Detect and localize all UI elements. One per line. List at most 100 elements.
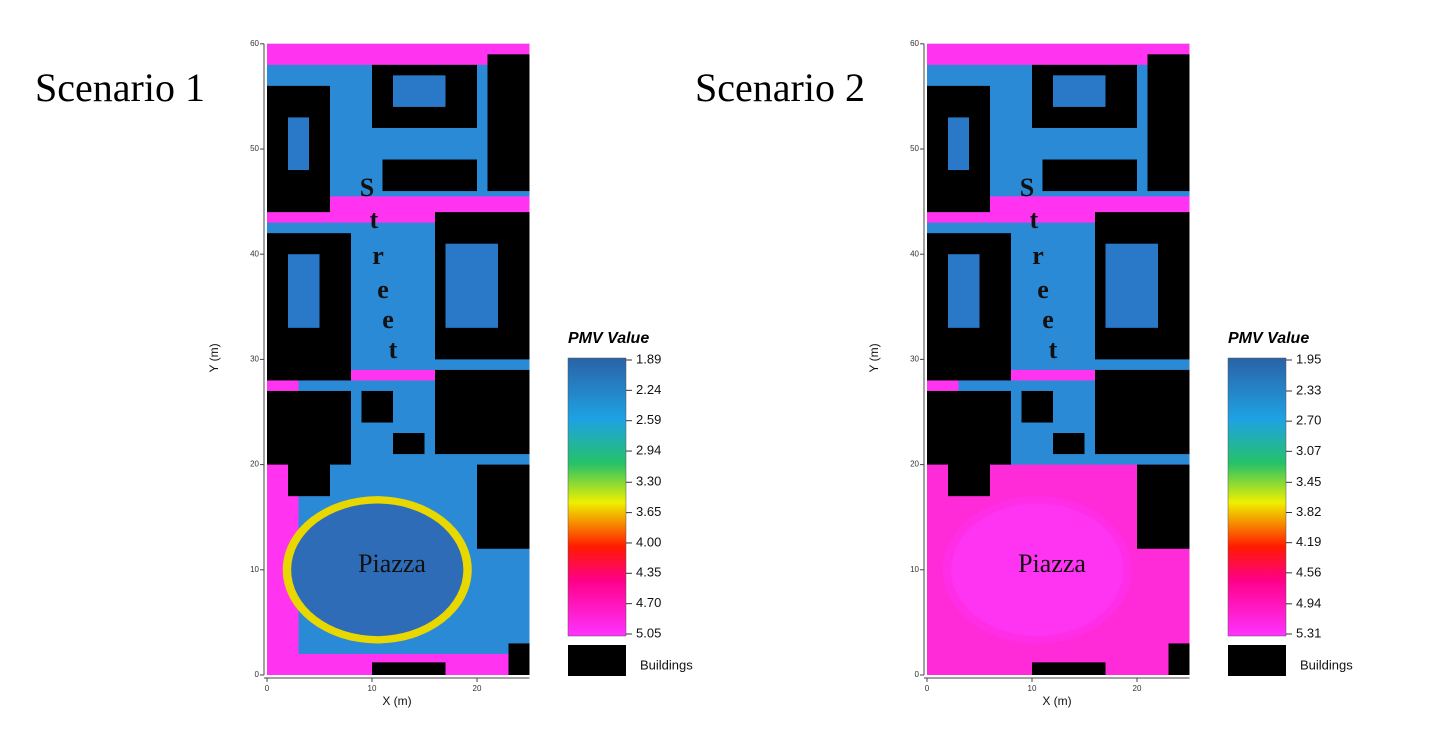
- legend-tick-label: 5.05: [636, 625, 661, 640]
- buildings-label: Buildings: [640, 657, 693, 672]
- building: [267, 390, 351, 465]
- y-tick-label: 20: [250, 460, 259, 469]
- building: [1137, 464, 1190, 549]
- street-letter: t: [1049, 335, 1058, 364]
- piazza-area: [291, 503, 464, 637]
- courtyard: [393, 75, 446, 107]
- street-letter: e: [1037, 275, 1049, 304]
- legend-tick-label: 2.59: [636, 412, 661, 427]
- piazza-label: Piazza: [1018, 549, 1086, 578]
- y-tick-label: 40: [250, 249, 259, 258]
- y-tick-label: 10: [910, 565, 919, 574]
- y-tick-label: 40: [910, 249, 919, 258]
- x-tick-label: 0: [265, 684, 270, 693]
- building: [1032, 662, 1106, 675]
- legend-tick-label: 3.07: [1296, 443, 1321, 458]
- legend-tick-label: 4.70: [636, 595, 661, 610]
- panel-title: Scenario 2: [695, 65, 865, 110]
- y-tick-label: 0: [915, 670, 920, 679]
- building: [927, 390, 1011, 465]
- legend-title: PMV Value: [1228, 330, 1309, 347]
- legend-tick-label: 3.82: [1296, 504, 1321, 519]
- colorbar: [567, 357, 627, 637]
- legend-tick-label: 2.94: [636, 442, 661, 457]
- x-tick-label: 20: [473, 684, 482, 693]
- street-letter: S: [360, 173, 374, 202]
- courtyard: [948, 117, 969, 171]
- street-letter: S: [1020, 173, 1034, 202]
- colorbar: [1227, 357, 1287, 637]
- street-letter: t: [389, 335, 398, 364]
- piazza-label: Piazza: [358, 549, 426, 578]
- buildings-label: Buildings: [1300, 657, 1353, 672]
- building: [393, 433, 425, 455]
- legend-tick-label: 4.56: [1296, 564, 1321, 579]
- building: [487, 54, 530, 192]
- street-letter: e: [1042, 305, 1054, 334]
- panel-title: Scenario 1: [35, 65, 205, 110]
- legend-tick-label: 4.19: [1296, 534, 1321, 549]
- street-letter: e: [382, 305, 394, 334]
- y-tick-label: 50: [250, 144, 259, 153]
- x-tick-label: 10: [368, 684, 377, 693]
- legend-tick-label: 2.70: [1296, 413, 1321, 428]
- street-letter: r: [372, 241, 384, 270]
- y-tick-label: 0: [255, 670, 260, 679]
- building: [1021, 390, 1053, 423]
- legend-title: PMV Value: [568, 330, 649, 347]
- street-letter: r: [1032, 241, 1044, 270]
- building: [1042, 159, 1137, 192]
- buildings-swatch: [1228, 645, 1286, 676]
- street-letter: t: [1030, 205, 1039, 234]
- street-letter: t: [370, 205, 379, 234]
- legend-tick-label: 3.45: [1296, 474, 1321, 489]
- y-tick-label: 20: [910, 460, 919, 469]
- legend-tick-label: 5.31: [1296, 625, 1321, 640]
- legend-tick-label: 2.33: [1296, 382, 1321, 397]
- buildings-swatch: [568, 645, 626, 676]
- building: [372, 662, 446, 675]
- legend-tick-label: 2.24: [636, 382, 661, 397]
- y-axis-label: Y (m): [867, 343, 881, 372]
- hot-zone: [298, 369, 530, 381]
- courtyard: [948, 254, 980, 328]
- panel: Scenario 1 0 10 20 30 40 50 60 0 10 20 X (m) Y (m) St…: [35, 39, 693, 708]
- building: [1168, 643, 1190, 675]
- courtyard: [288, 254, 320, 328]
- building: [948, 454, 990, 497]
- street-letter: e: [377, 275, 389, 304]
- building: [1147, 54, 1190, 192]
- courtyard: [445, 243, 498, 328]
- hot-zone: [267, 43, 530, 65]
- legend-tick-label: 1.95: [1296, 351, 1321, 366]
- x-tick-label: 20: [1133, 684, 1142, 693]
- x-axis-label: X (m): [382, 694, 411, 708]
- y-tick-label: 10: [250, 565, 259, 574]
- y-axis-label: Y (m): [207, 343, 221, 372]
- building: [361, 390, 393, 423]
- courtyard: [288, 117, 309, 171]
- y-tick-label: 50: [910, 144, 919, 153]
- x-axis-label: X (m): [1042, 694, 1071, 708]
- building: [508, 643, 530, 675]
- building: [1053, 433, 1085, 455]
- building: [1095, 369, 1190, 455]
- building: [382, 159, 477, 192]
- y-tick-label: 30: [910, 355, 919, 364]
- panel: Scenario 2 0 10 20 30 40 50 60 0 10 20 X (m) Y (m) St…: [695, 39, 1353, 708]
- hot-zone: [958, 369, 1190, 381]
- legend-tick-label: 4.35: [636, 565, 661, 580]
- y-tick-label: 30: [250, 355, 259, 364]
- hot-zone: [927, 43, 1190, 65]
- building: [477, 464, 530, 549]
- building: [288, 454, 330, 497]
- courtyard: [1053, 75, 1106, 107]
- courtyard: [1105, 243, 1158, 328]
- x-tick-label: 10: [1028, 684, 1037, 693]
- legend-tick-label: 4.94: [1296, 595, 1321, 610]
- legend-tick-label: 4.00: [636, 534, 661, 549]
- piazza-area: [951, 503, 1124, 637]
- building: [435, 369, 530, 455]
- legend-tick-label: 1.89: [636, 351, 661, 366]
